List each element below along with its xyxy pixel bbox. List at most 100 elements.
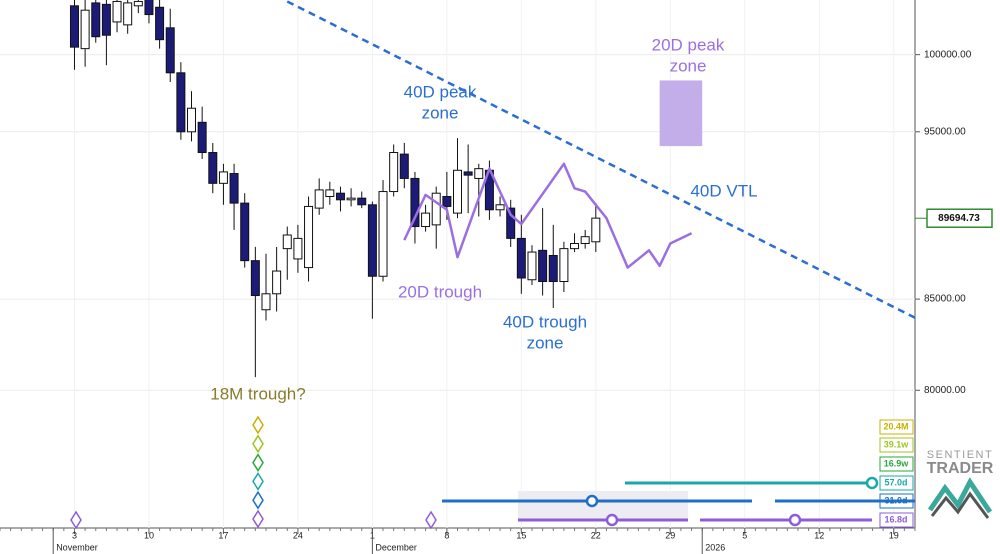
peak-zone [659, 80, 703, 147]
x-tick-label: 19 [889, 530, 899, 540]
cycle-diamond [252, 490, 264, 510]
candle-body [463, 171, 473, 176]
annotation: 18M trough? [210, 384, 305, 403]
phase-band [518, 491, 688, 521]
logo-bottom: TRADER [927, 460, 994, 477]
x-tick-label: 3 [72, 530, 77, 540]
candle-body [548, 254, 558, 282]
candle-body [538, 249, 548, 282]
candle-body [165, 27, 175, 74]
candle-body [399, 153, 409, 179]
annotation: 40D VTL [690, 181, 757, 200]
cycle-label-box [879, 437, 914, 453]
candle-body [282, 234, 292, 250]
candle-body [69, 5, 79, 48]
candle-body [144, 0, 154, 16]
cycle-label: 57.0d [884, 477, 907, 487]
candle-body [442, 195, 452, 207]
cycle-label-box [879, 419, 914, 435]
annotation: 40D trough [503, 312, 587, 331]
month-label: November [56, 542, 98, 552]
annotation: zone [670, 56, 707, 75]
x-tick-label: 17 [218, 530, 228, 540]
x-tick-label: 10 [144, 530, 154, 540]
candle-body [208, 152, 218, 184]
month-label: 2026 [705, 542, 725, 552]
cycle-diamond [425, 510, 437, 530]
candle-body [591, 217, 601, 243]
last-price-label: 89694.73 [938, 213, 980, 224]
candle-body [495, 204, 505, 211]
candle-body [421, 212, 431, 228]
cycle-diamond [252, 453, 264, 473]
candle-body [304, 205, 314, 269]
candle-body [474, 168, 484, 179]
x-tick-label: 12 [814, 530, 824, 540]
candle-body [357, 197, 367, 206]
cycle-label: 16.8d [884, 514, 907, 524]
cycle-node [865, 476, 879, 490]
candle-body [250, 260, 260, 297]
candle-body [101, 3, 111, 36]
cycle-label: 16.9w [884, 458, 910, 468]
candle-body [91, 2, 101, 38]
candle-body [197, 121, 207, 154]
month-label: December [375, 542, 417, 552]
candle-body [314, 189, 324, 209]
cycle-label: 39.1w [884, 439, 910, 449]
cycle-label: 20.4M [883, 421, 908, 431]
candle-body [346, 197, 356, 201]
candle-body [112, 0, 122, 23]
annotation: zone [422, 103, 459, 122]
x-tick-label: 22 [591, 530, 601, 540]
cycle-label-box [879, 512, 914, 528]
candle-body [389, 152, 399, 193]
x-tick-label: 24 [293, 530, 303, 540]
annotation: 20D trough [398, 282, 482, 301]
candle-body [187, 107, 197, 133]
cycle-diamond [252, 415, 264, 435]
cycle-node [788, 513, 802, 527]
candle-body [367, 204, 377, 277]
x-tick-label: 15 [516, 530, 526, 540]
y-tick-label: 95000.00 [924, 126, 966, 137]
candle-body [516, 237, 526, 279]
candle-body [431, 192, 441, 226]
y-tick-label: 80000.00 [924, 385, 966, 396]
candle-body [261, 293, 271, 311]
candle-body [410, 177, 420, 228]
candle-body [506, 207, 516, 239]
x-tick-label: 29 [665, 530, 675, 540]
logo-top: SENTIENT [927, 449, 993, 461]
candle-body [272, 270, 282, 295]
candle-body [176, 72, 186, 133]
logo-mark [927, 477, 993, 514]
candle-body [453, 169, 462, 214]
candle-body [570, 243, 580, 250]
candle-body [240, 202, 250, 262]
candle-body [155, 6, 165, 41]
x-tick-label: 5 [742, 530, 747, 540]
annotation: zone [527, 333, 564, 352]
candle-body [229, 173, 239, 204]
cycle-line [403, 162, 693, 269]
cycle-label-box [879, 475, 914, 491]
cycle-label-box [879, 456, 914, 472]
cycle-node [585, 494, 599, 508]
candle-body [527, 251, 537, 281]
candle-body [293, 237, 303, 260]
annotation: 40D peak [404, 82, 477, 101]
candle-body [580, 236, 590, 245]
candle-body [133, 0, 143, 7]
candle-body [218, 171, 228, 184]
candle-body [559, 248, 569, 282]
annotation: 20D peak [652, 35, 725, 54]
cycle-diamond [252, 509, 264, 529]
cycle-node [605, 513, 619, 527]
cycle-diamond [252, 434, 264, 454]
candle-body [335, 192, 345, 201]
x-tick-label: 8 [444, 530, 449, 540]
candle-body [80, 9, 90, 50]
